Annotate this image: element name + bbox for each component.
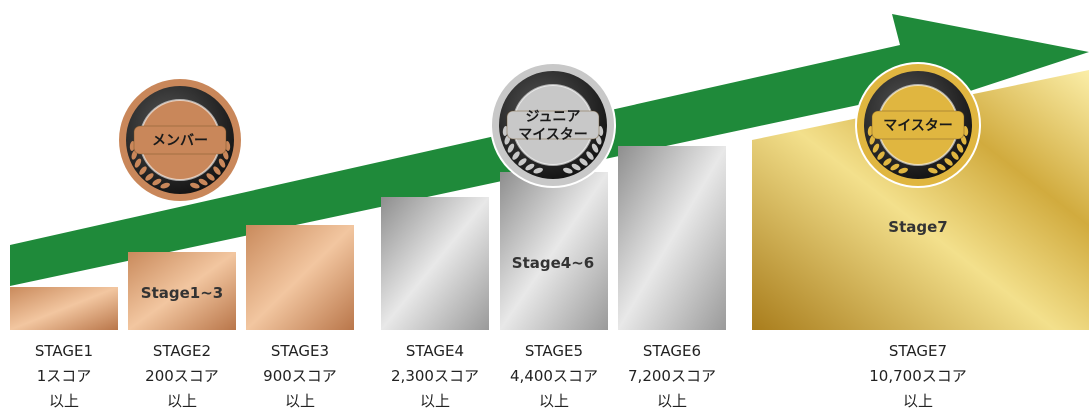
- stage-name: STAGE5: [525, 342, 583, 360]
- stage-name: STAGE1: [35, 342, 93, 360]
- group-label: Stage7: [888, 218, 947, 236]
- stage-note: 以上: [539, 392, 569, 410]
- stage-name: STAGE4: [406, 342, 464, 360]
- stage-score: 900スコア: [263, 367, 337, 385]
- stage-name: STAGE6: [643, 342, 701, 360]
- stage-bar: [10, 287, 118, 330]
- stage-name: STAGE2: [153, 342, 211, 360]
- stage-score: 200スコア: [145, 367, 219, 385]
- page: {"medals": [ {"lines": ["メンバー"]}, {"line…: [0, 0, 1089, 414]
- stage-diagram: Stage1~3Stage4~6Stage7メンバージュニアマイスターマイスター…: [0, 0, 1089, 410]
- stage-note: 以上: [903, 392, 933, 410]
- stage-score: 10,700スコア: [869, 367, 967, 385]
- stage-bar: [246, 225, 354, 330]
- stage-note: 以上: [49, 392, 79, 410]
- stage-bar: [381, 197, 489, 330]
- group-label: Stage4~6: [512, 254, 594, 272]
- stage-name: STAGE7: [889, 342, 947, 360]
- stage-note: 以上: [657, 392, 687, 410]
- medal-label: マイスター: [883, 118, 953, 134]
- stage-score: 7,200スコア: [628, 367, 716, 385]
- medal-label: メンバー: [152, 133, 208, 149]
- stage-note: 以上: [420, 392, 450, 410]
- stage-score: 4,400スコア: [510, 367, 598, 385]
- medal-line: ジュニア: [525, 109, 580, 125]
- medal-line: メンバー: [152, 133, 208, 149]
- medal-line: マイスター: [883, 118, 953, 134]
- stage-note: 以上: [285, 392, 315, 410]
- stage-score: 1スコア: [37, 367, 92, 385]
- group-label: Stage1~3: [141, 284, 223, 302]
- medal-line: マイスター: [518, 127, 588, 143]
- stage-name: STAGE3: [271, 342, 329, 360]
- stage-bar: [500, 172, 608, 330]
- stage-bar: [618, 146, 726, 330]
- stage-score: 2,300スコア: [391, 367, 479, 385]
- stage-note: 以上: [167, 392, 197, 410]
